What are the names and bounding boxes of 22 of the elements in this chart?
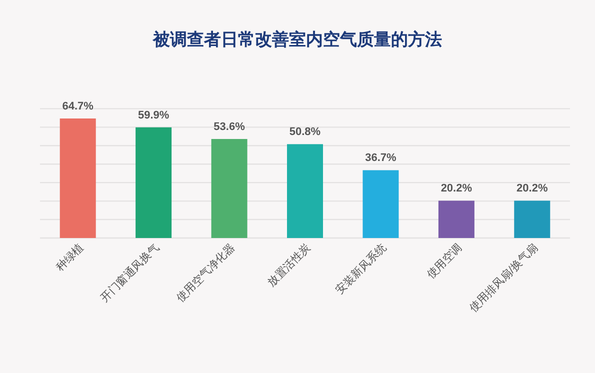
x-tick-label: 种绿植 — [53, 240, 86, 274]
bar — [136, 127, 172, 238]
x-tick-label: 开门窗通风换气 — [98, 240, 162, 305]
data-label: 50.8% — [289, 126, 321, 138]
bar — [514, 200, 550, 238]
data-label: 20.2% — [516, 182, 548, 195]
data-label: 59.9% — [138, 109, 170, 122]
data-label: 36.7% — [365, 152, 397, 164]
chart-title: 被调查者日常改善室内空气质量的方法 — [152, 29, 442, 49]
data-label: 20.2% — [440, 182, 472, 195]
x-tick-label: 放置活性炭 — [265, 240, 314, 290]
x-tick-label: 使用空调 — [424, 240, 465, 282]
data-label: 53.6% — [214, 120, 246, 133]
data-label: 64.7% — [62, 100, 94, 112]
x-tick-label: 安装新风系统 — [332, 240, 389, 297]
bar — [438, 200, 474, 238]
x-tick-label: 使用排风扇/换气扇 — [466, 240, 540, 315]
bar — [362, 170, 399, 238]
x-tick-label: 使用空气净化器 — [174, 240, 238, 305]
bar — [287, 144, 323, 238]
bar — [211, 138, 248, 238]
bar — [60, 118, 96, 238]
